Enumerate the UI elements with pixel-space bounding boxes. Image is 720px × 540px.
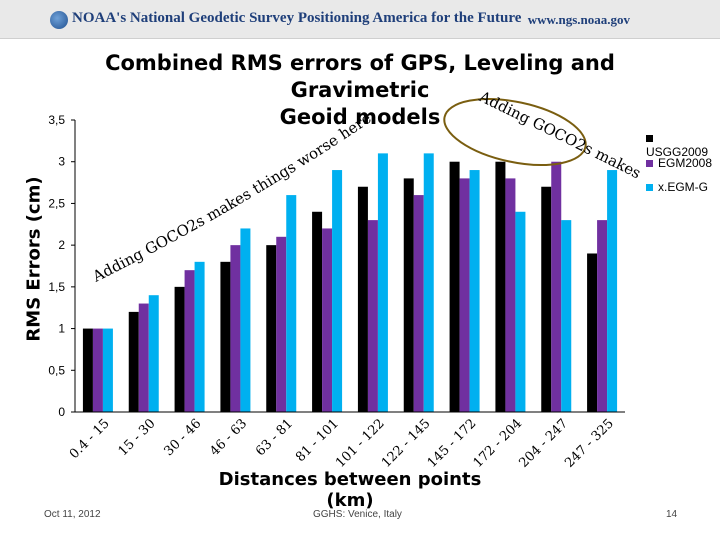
footer-event: GGHS: Venice, Italy bbox=[313, 509, 402, 520]
bar-usgg2009-11 bbox=[587, 253, 598, 412]
bar-x-egm-g-3 bbox=[240, 228, 251, 412]
y-tick-label: 3,5 bbox=[48, 113, 65, 127]
y-tick-label: 2,5 bbox=[48, 196, 65, 210]
legend-swatch bbox=[646, 135, 653, 143]
noaa-logo-icon bbox=[50, 11, 68, 29]
bar-usgg2009-3 bbox=[220, 261, 231, 412]
legend-item-usgg2009: USGG2009 bbox=[646, 131, 720, 159]
bar-usgg2009-8 bbox=[449, 161, 460, 412]
bar-egm2008-7 bbox=[413, 195, 424, 412]
x-tick-label: 0.4 - 15 bbox=[67, 416, 113, 462]
bar-x-egm-g-4 bbox=[286, 195, 297, 412]
bar-egm2008-10 bbox=[551, 161, 562, 412]
annotation-ellipse bbox=[443, 98, 587, 166]
bar-egm2008-8 bbox=[459, 178, 470, 412]
bar-egm2008-1 bbox=[138, 303, 149, 412]
x-axis-label: Distances between points (km) bbox=[218, 469, 482, 511]
bar-egm2008-4 bbox=[276, 236, 287, 412]
chart-title-line-1: Combined RMS errors of GPS, Leveling and… bbox=[105, 51, 615, 102]
legend-label: USGG2009 bbox=[646, 145, 709, 159]
chart-title: Combined RMS errors of GPS, Leveling and… bbox=[40, 50, 680, 131]
banner-title: NOAA's National Geodetic Survey Position… bbox=[72, 10, 522, 26]
chart-title-line-2: Geoid models bbox=[279, 105, 441, 129]
bar-usgg2009-4 bbox=[266, 245, 277, 412]
bar-x-egm-g-5 bbox=[332, 170, 343, 412]
bar-x-egm-g-0 bbox=[102, 328, 113, 412]
bar-egm2008-0 bbox=[92, 328, 103, 412]
bar-egm2008-2 bbox=[184, 270, 195, 412]
bar-usgg2009-7 bbox=[403, 178, 414, 412]
bar-x-egm-g-9 bbox=[515, 211, 526, 412]
bar-egm2008-9 bbox=[505, 178, 516, 412]
x-tick-label: 122 - 145 bbox=[379, 416, 434, 471]
bar-x-egm-g-1 bbox=[148, 295, 159, 412]
bar-x-egm-g-6 bbox=[377, 153, 388, 412]
y-tick-label: 1 bbox=[58, 322, 65, 336]
legend-swatch bbox=[646, 184, 653, 192]
bar-usgg2009-9 bbox=[495, 161, 506, 412]
bar-usgg2009-6 bbox=[357, 186, 368, 412]
legend-swatch bbox=[646, 160, 653, 168]
legend-item-egm2008: EGM2008 bbox=[646, 156, 712, 170]
bar-egm2008-11 bbox=[597, 220, 608, 412]
footer-page-number: 14 bbox=[666, 509, 678, 520]
y-tick-label: 3 bbox=[58, 155, 65, 169]
legend-label: x.EGM-G bbox=[658, 180, 708, 194]
y-tick-label: 1,5 bbox=[48, 280, 65, 294]
y-tick-label: 2 bbox=[58, 238, 65, 252]
y-tick-label: 0,5 bbox=[48, 363, 65, 377]
x-tick-label: 46 - 63 bbox=[207, 416, 250, 459]
bar-usgg2009-10 bbox=[541, 186, 552, 412]
bar-egm2008-6 bbox=[367, 220, 378, 412]
legend-item-xegm-g: x.EGM-G bbox=[646, 180, 708, 194]
x-tick-label: 63 - 81 bbox=[253, 416, 296, 459]
x-tick-label: 15 - 30 bbox=[116, 416, 159, 459]
bar-egm2008-3 bbox=[230, 245, 241, 412]
footer-date: Oct 11, 2012 bbox=[44, 509, 101, 520]
y-tick-label: 0 bbox=[58, 405, 65, 419]
x-tick-label: 247 - 325 bbox=[562, 416, 617, 471]
x-tick-label: 101 - 122 bbox=[333, 416, 388, 471]
bar-x-egm-g-11 bbox=[607, 170, 618, 412]
bar-x-egm-g-2 bbox=[194, 261, 205, 412]
x-tick-label: 30 - 46 bbox=[161, 416, 204, 459]
bar-usgg2009-5 bbox=[312, 211, 323, 412]
bar-usgg2009-0 bbox=[82, 328, 93, 412]
banner-url: www.ngs.noaa.gov bbox=[527, 12, 630, 27]
bar-x-egm-g-8 bbox=[469, 170, 480, 412]
x-tick-label: 145 - 172 bbox=[425, 416, 480, 471]
x-tick-label: 172 - 204 bbox=[471, 416, 526, 471]
legend-label: EGM2008 bbox=[658, 156, 713, 170]
bar-usgg2009-1 bbox=[128, 311, 139, 412]
bar-x-egm-g-10 bbox=[561, 220, 572, 412]
bar-x-egm-g-7 bbox=[423, 153, 434, 412]
header-banner: NOAA's National Geodetic Survey Position… bbox=[0, 0, 720, 39]
bar-egm2008-5 bbox=[322, 228, 333, 412]
x-tick-label: 204 - 247 bbox=[516, 416, 571, 471]
bar-usgg2009-2 bbox=[174, 286, 185, 412]
